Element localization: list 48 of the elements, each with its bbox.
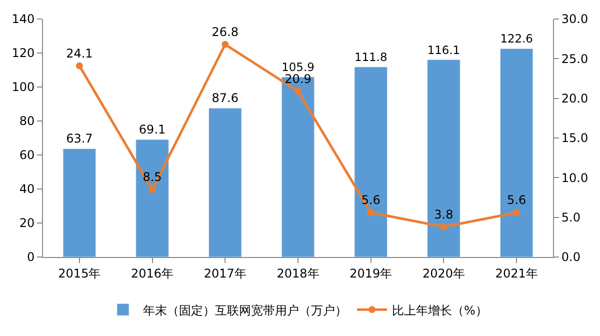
bar <box>62 148 96 257</box>
data-label: 3.8 <box>434 207 454 222</box>
y-tick-label: 0 <box>26 250 35 264</box>
y-tick-label: 20 <box>19 216 35 230</box>
data-label: 116.1 <box>427 42 460 57</box>
point <box>440 223 448 230</box>
y2-tick-label: 0.0 <box>561 250 580 264</box>
data-label: 105.9 <box>282 60 314 74</box>
data-label: 69.1 <box>138 122 166 137</box>
point <box>76 62 83 70</box>
point <box>513 209 520 216</box>
point <box>367 209 374 216</box>
y-tick-label: 140 <box>12 12 35 26</box>
y2-tick-label: 25.0 <box>561 52 588 66</box>
bar <box>427 59 460 257</box>
x-tick-label: 2017年 <box>204 266 246 280</box>
x-tick-label: 2016年 <box>131 266 174 280</box>
x-tick-label: 2021年 <box>495 266 538 280</box>
y2-tick-label: 20.0 <box>561 92 588 106</box>
point <box>148 186 156 194</box>
bar <box>136 139 169 257</box>
y-tick-label: 60 <box>19 148 35 162</box>
y-tick-label: 100 <box>12 80 35 94</box>
data-label: 122.6 <box>500 32 533 46</box>
legend-label: 年末（固定）互联网宽带用户（万户） <box>143 303 347 318</box>
data-label: 63.7 <box>66 132 93 146</box>
data-label: 24.1 <box>66 46 93 60</box>
y-tick-label: 40 <box>19 182 35 196</box>
bar <box>354 66 388 257</box>
y-tick-label: 80 <box>19 114 35 128</box>
x-tick-label: 2018年 <box>276 266 320 280</box>
data-label: 5.6 <box>507 193 526 208</box>
x-tick-label: 2015年 <box>58 266 101 280</box>
point <box>294 88 302 95</box>
y2-tick-label: 15.0 <box>561 131 588 146</box>
y-tick-label: 120 <box>12 46 35 60</box>
data-label: 111.8 <box>354 50 388 64</box>
y2-tick-label: 10.0 <box>561 170 588 185</box>
data-label: 26.8 <box>212 25 238 40</box>
bar <box>208 108 242 257</box>
x-tick-label: 2020年 <box>422 266 465 280</box>
bar <box>500 48 534 257</box>
legend-label: 比上年增长（%） <box>392 303 488 318</box>
y2-tick-label: 5.0 <box>561 210 580 225</box>
y2-tick-label: 30.0 <box>561 12 588 26</box>
point <box>222 40 229 48</box>
data-label: 87.6 <box>212 91 239 106</box>
x-tick-label: 2019年 <box>350 266 392 280</box>
